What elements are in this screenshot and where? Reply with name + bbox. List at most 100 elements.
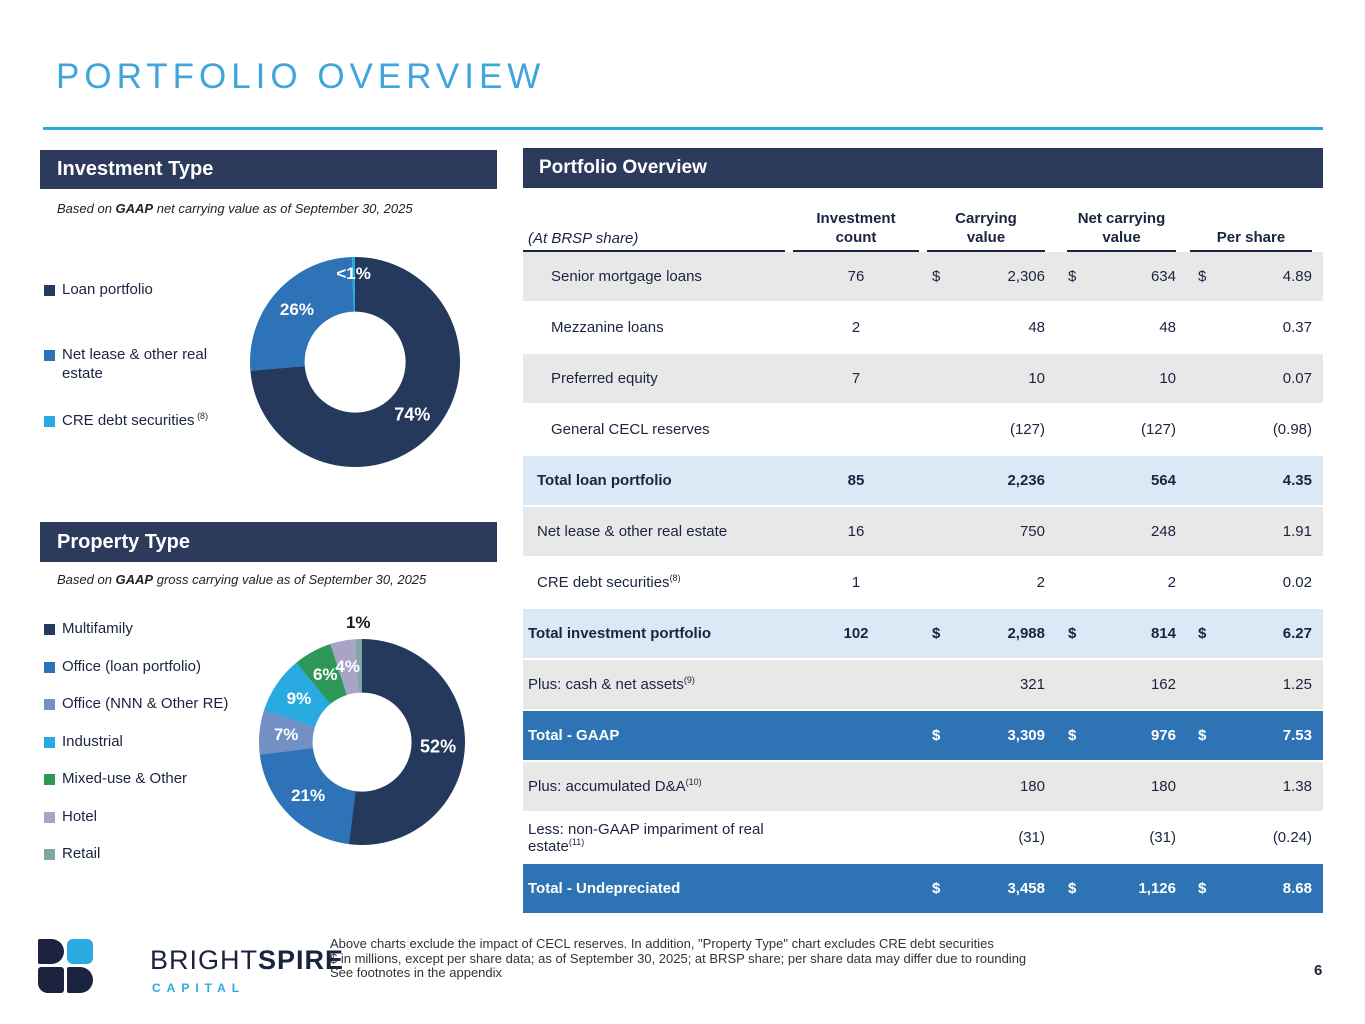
- row-carrying-value: 321: [927, 676, 1045, 693]
- investment-type-panel-title: Investment Type: [57, 158, 214, 180]
- cell-value: 48: [1028, 319, 1045, 336]
- cell-value: 48: [1159, 319, 1176, 336]
- cell-value: (127): [1140, 421, 1176, 438]
- page-number: 6: [1314, 962, 1323, 979]
- dollar-sign: $: [932, 625, 941, 642]
- row-carrying-value: 750: [927, 523, 1045, 540]
- legend-item: Industrial: [44, 732, 269, 752]
- cell-value: 248: [1150, 523, 1176, 540]
- dollar-sign: $: [1068, 625, 1077, 642]
- cell-value: 2,236: [1007, 472, 1045, 489]
- column-header-line: value: [1102, 229, 1141, 246]
- cell-value: 976: [1150, 727, 1176, 744]
- row-carrying-value: (127): [927, 421, 1045, 438]
- table-row: CRE debt securities(8) 1 2 2 0.02: [523, 558, 1323, 607]
- portfolio-overview-panel-header: Portfolio Overview: [523, 148, 1323, 188]
- legend-swatch: [44, 699, 55, 710]
- cell-value: 162: [1150, 676, 1176, 693]
- table-row: Total - Undepreciated $3,458 $1,126 $8.68: [523, 864, 1323, 913]
- legend-swatch: [44, 736, 55, 748]
- legend-label: Office (NNN & Other RE): [62, 695, 229, 712]
- cell-value: 0.07: [1282, 370, 1312, 387]
- cell-value: 2,988: [1007, 625, 1045, 642]
- legend-label: Mixed-use & Other: [62, 770, 188, 787]
- row-net-carrying-value: 2: [1067, 574, 1176, 591]
- legend-swatch: [44, 285, 55, 296]
- row-footnote-ref: (8): [669, 573, 681, 583]
- row-investment-count: 102: [843, 625, 869, 642]
- investment-type-subtitle: Based on GAAP net carrying value as of S…: [57, 201, 413, 216]
- cell-value: 8.68: [1282, 880, 1312, 897]
- legend-swatch: [44, 774, 55, 785]
- cell-value: 2: [1167, 574, 1176, 591]
- column-header-investment-count: Investment count: [793, 209, 919, 252]
- cell-value: (0.98): [1272, 421, 1312, 438]
- donut-slice-label: 6%: [312, 665, 338, 685]
- legend-label: Industrial: [62, 732, 123, 750]
- subtitle-text: gross carrying value as of September 30,…: [153, 572, 427, 587]
- row-per-share: 4.35: [1190, 472, 1312, 489]
- cell-value: 0.37: [1282, 319, 1312, 336]
- donut-slice-label: 74%: [394, 404, 431, 425]
- table-row: Total investment portfolio 102 $2,988 $814 $…: [523, 609, 1323, 658]
- legend-item: Net lease & other real estate: [44, 345, 222, 384]
- row-label: Less: non-GAAP impariment of real estate…: [528, 820, 764, 855]
- legend-footnote-ref: (8): [194, 410, 209, 421]
- cell-value: 321: [1019, 676, 1045, 693]
- subtitle-text: Based on: [57, 572, 116, 587]
- legend-label: CRE debt securities (8): [62, 410, 209, 429]
- row-per-share: $6.27: [1190, 625, 1312, 642]
- row-label: Total loan portfolio: [537, 472, 672, 489]
- row-net-carrying-value: 48: [1067, 319, 1176, 336]
- page-title: PORTFOLIO OVERVIEW: [56, 57, 546, 96]
- row-carrying-value: 48: [927, 319, 1045, 336]
- legend-swatch: [44, 415, 55, 427]
- legend-label: Multifamily: [62, 620, 133, 637]
- column-header-line: Per share: [1216, 229, 1286, 246]
- property-type-legend: Multifamily Office (loan portfolio) Office…: [44, 619, 269, 882]
- legend-item: Office (loan portfolio): [44, 657, 269, 677]
- property-type-panel-title: Property Type: [57, 530, 190, 553]
- row-per-share: (0.98): [1190, 421, 1312, 438]
- row-per-share: $8.68: [1190, 880, 1312, 897]
- donut-slice-label: <1%: [336, 263, 371, 283]
- row-carrying-value: $2,988: [927, 625, 1045, 642]
- cell-value: 1,126: [1138, 880, 1176, 897]
- donut-hole: [312, 692, 412, 792]
- legend-label: Loan portfolio: [62, 281, 153, 298]
- logo-tile: [38, 939, 64, 964]
- row-investment-count: 76: [847, 268, 865, 285]
- row-footnote-ref: (10): [685, 777, 702, 787]
- row-net-carrying-value: 564: [1067, 472, 1176, 489]
- row-net-carrying-value: $976: [1067, 727, 1176, 744]
- row-label: Total - GAAP: [528, 727, 620, 744]
- row-per-share: $4.89: [1190, 268, 1312, 285]
- logo-tile: [38, 967, 64, 993]
- cell-value: 7.53: [1282, 727, 1312, 744]
- row-carrying-value: $2,306: [927, 268, 1045, 285]
- legend-label: Net lease & other real estate: [62, 345, 208, 383]
- legend-item: Multifamily: [44, 619, 269, 639]
- property-type-donut-chart: 52% 21% 7% 9% 6% 4% 1%: [259, 613, 465, 845]
- cell-value: 10: [1028, 370, 1045, 387]
- row-net-carrying-value: (127): [1067, 421, 1176, 438]
- donut-hole: [304, 311, 406, 413]
- investment-type-panel-header: Investment Type: [40, 150, 497, 189]
- row-per-share: (0.24): [1190, 829, 1312, 846]
- column-header-net-carrying-value: Net carrying value: [1067, 209, 1176, 252]
- row-carrying-value: $3,309: [927, 727, 1045, 744]
- donut-slice-label: 26%: [279, 300, 314, 320]
- row-per-share: 1.38: [1190, 778, 1312, 795]
- cell-value: 10: [1159, 370, 1176, 387]
- brightspire-logo-icon: [38, 939, 95, 993]
- legend-label: Retail: [62, 845, 101, 862]
- donut-slice-label: 4%: [335, 657, 360, 677]
- investment-type-legend: Loan portfolio Net lease & other real est…: [44, 280, 222, 430]
- table-row: Plus: cash & net assets(9) 321 162 1.25: [523, 660, 1323, 709]
- row-net-carrying-value: $814: [1067, 625, 1176, 642]
- brand-name-regular: BRIGHT: [150, 945, 259, 975]
- dollar-sign: $: [932, 880, 941, 897]
- brand-name: BRIGHTSPIRE: [150, 945, 344, 976]
- cell-value: 2,306: [1007, 268, 1045, 285]
- brand-subtitle: CAPITAL: [152, 981, 246, 995]
